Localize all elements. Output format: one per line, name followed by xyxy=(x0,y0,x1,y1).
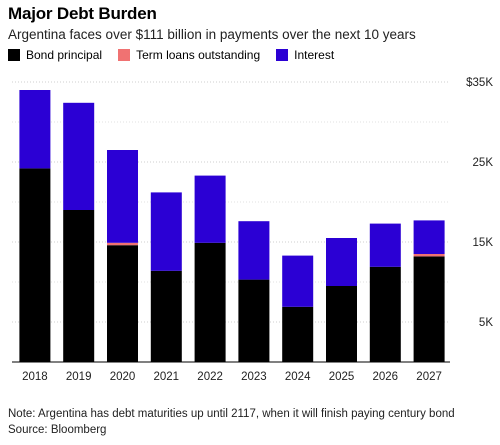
bar-bond-principal-2021 xyxy=(150,270,182,362)
bar-bond-principal-2018 xyxy=(19,168,51,362)
legend-swatch-bond-principal xyxy=(8,49,20,61)
chart-subtitle: Argentina faces over $111 billion in pay… xyxy=(8,27,416,42)
y-tick-label: 15K xyxy=(473,237,494,249)
stacked-bar-chart: 5K 15K 25K $35K 2018 2019 2020 2021 2022 2023 2024… xyxy=(12,77,494,383)
legend-label-term-loans: Term loans outstanding xyxy=(136,48,261,62)
x-tick-label: 2025 xyxy=(329,371,355,383)
y-tick-label: $35K xyxy=(466,77,493,89)
bar-term-loans-outstanding-2027 xyxy=(413,254,445,257)
legend-item-term-loans: Term loans outstanding xyxy=(118,48,260,62)
x-tick-label: 2023 xyxy=(241,371,267,383)
y-tick-label: 25K xyxy=(473,157,494,169)
bar-interest-2025 xyxy=(326,238,357,286)
bar-bond-principal-2022 xyxy=(194,242,226,362)
x-tick-label: 2024 xyxy=(285,371,311,383)
x-tick-label: 2020 xyxy=(110,371,136,383)
bar-interest-2018 xyxy=(19,90,51,169)
chart-title: Major Debt Burden xyxy=(8,4,157,23)
legend-item-interest: Interest xyxy=(276,48,334,62)
bar-bond-principal-2020 xyxy=(107,245,138,362)
x-tick-label: 2019 xyxy=(66,371,92,383)
x-tick-label: 2027 xyxy=(416,371,442,383)
x-tick-label: 2021 xyxy=(154,371,180,383)
bar-interest-2021 xyxy=(150,192,182,271)
bar-bond-principal-2025 xyxy=(326,286,357,362)
bar-interest-2027 xyxy=(413,220,445,254)
x-tick-label: 2026 xyxy=(373,371,399,383)
bar-bond-principal-2026 xyxy=(369,266,401,362)
bar-bond-principal-2024 xyxy=(282,306,314,362)
footnote: Note: Argentina has debt maturities up u… xyxy=(8,408,455,420)
bar-term-loans-outstanding-2020 xyxy=(107,242,138,246)
bar-interest-2019 xyxy=(63,102,95,210)
bar-interest-2026 xyxy=(369,223,401,267)
legend-item-bond-principal: Bond principal xyxy=(8,48,102,62)
bar-interest-2023 xyxy=(238,221,270,280)
bar-interest-2022 xyxy=(194,175,226,243)
legend-swatch-interest xyxy=(276,49,289,61)
legend: Bond principal Term loans outstanding In… xyxy=(8,48,350,62)
legend-label-interest: Interest xyxy=(294,48,335,62)
x-tick-label: 2018 xyxy=(22,371,48,383)
source-note: Source: Bloomberg xyxy=(8,424,107,436)
bar-bond-principal-2027 xyxy=(413,256,445,362)
legend-label-bond-principal: Bond principal xyxy=(26,48,103,62)
bar-bond-principal-2019 xyxy=(63,210,95,362)
bar-bond-principal-2023 xyxy=(238,279,270,362)
x-tick-label: 2022 xyxy=(197,371,223,383)
y-tick-label: 5K xyxy=(479,317,493,329)
bar-interest-2024 xyxy=(282,255,314,307)
bar-interest-2020 xyxy=(107,150,138,243)
legend-swatch-term-loans xyxy=(118,49,131,61)
